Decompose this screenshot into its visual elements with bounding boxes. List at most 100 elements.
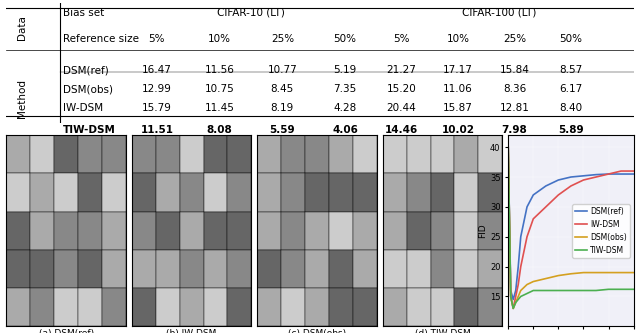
TIW-DSM — [523, 291, 531, 295]
Text: 4.28: 4.28 — [333, 104, 356, 114]
DSM(ref) — [630, 172, 637, 176]
Bar — [383, 173, 406, 212]
Text: 10.75: 10.75 — [205, 84, 234, 94]
IW-DSM — [529, 217, 537, 221]
Bar — [454, 250, 478, 288]
Text: TIW-DSM: TIW-DSM — [63, 125, 116, 135]
Bar — [353, 135, 377, 173]
DSM(ref) — [580, 174, 588, 178]
DSM(obs) — [517, 288, 525, 292]
DSM(obs) — [617, 271, 625, 275]
Bar — [204, 135, 227, 173]
Bar — [180, 173, 204, 212]
IW-DSM — [507, 294, 515, 298]
Bar — [454, 212, 478, 250]
DSM(obs) — [509, 306, 517, 310]
TIW-DSM — [630, 287, 637, 291]
Text: 7.98: 7.98 — [502, 125, 527, 135]
Text: IW-DSM: IW-DSM — [63, 104, 103, 114]
TIW-DSM — [542, 288, 550, 292]
Text: 8.19: 8.19 — [271, 104, 294, 114]
Y-axis label: FID: FID — [478, 223, 487, 238]
IW-DSM — [592, 175, 600, 179]
Bar — [6, 135, 30, 173]
X-axis label: (a) DSM(ref)
(16.47 / 0.16): (a) DSM(ref) (16.47 / 0.16) — [35, 329, 97, 333]
Text: 5%: 5% — [148, 34, 165, 44]
Bar — [431, 173, 454, 212]
DSM(obs) — [580, 271, 588, 275]
Bar — [180, 135, 204, 173]
Text: 50%: 50% — [333, 34, 356, 44]
Bar — [78, 135, 102, 173]
IW-DSM — [617, 169, 625, 173]
Bar — [257, 212, 281, 250]
Bar — [204, 250, 227, 288]
Bar — [180, 250, 204, 288]
Text: 5%: 5% — [394, 34, 410, 44]
Text: 10%: 10% — [208, 34, 231, 44]
DSM(obs) — [504, 145, 512, 149]
TIW-DSM — [512, 300, 520, 304]
Text: 8.57: 8.57 — [559, 65, 582, 75]
IW-DSM — [580, 178, 588, 182]
Bar — [257, 173, 281, 212]
IW-DSM — [509, 306, 517, 310]
Legend: DSM(ref), IW-DSM, DSM(obs), TIW-DSM: DSM(ref), IW-DSM, DSM(obs), TIW-DSM — [572, 204, 630, 257]
Bar — [54, 135, 78, 173]
Bar — [204, 212, 227, 250]
X-axis label: (b) IW-DSM
(15.79 / 0.18): (b) IW-DSM (15.79 / 0.18) — [161, 329, 223, 333]
Bar — [406, 288, 431, 326]
Text: 8.36: 8.36 — [503, 84, 526, 94]
Bar — [156, 212, 180, 250]
Bar — [102, 288, 126, 326]
DSM(ref) — [504, 145, 512, 149]
Line: DSM(obs): DSM(obs) — [508, 147, 634, 308]
Bar — [454, 288, 478, 326]
Text: 11.56: 11.56 — [205, 65, 235, 75]
Bar — [281, 250, 305, 288]
Bar — [454, 135, 478, 173]
Bar — [54, 250, 78, 288]
Text: 11.45: 11.45 — [205, 104, 235, 114]
Bar — [431, 212, 454, 250]
TIW-DSM — [509, 306, 517, 310]
Bar — [30, 212, 54, 250]
Bar — [227, 212, 252, 250]
Bar — [78, 250, 102, 288]
Text: 4.06: 4.06 — [332, 125, 358, 135]
IW-DSM — [542, 205, 550, 209]
Bar — [478, 212, 502, 250]
Bar — [132, 250, 156, 288]
DSM(obs) — [630, 271, 637, 275]
DSM(ref) — [512, 288, 520, 292]
Bar — [204, 288, 227, 326]
DSM(obs) — [605, 271, 612, 275]
Text: 14.46: 14.46 — [385, 125, 418, 135]
Bar — [329, 288, 353, 326]
Text: Reference size: Reference size — [63, 34, 139, 44]
Bar — [30, 173, 54, 212]
Text: 16.47: 16.47 — [142, 65, 172, 75]
Text: 8.40: 8.40 — [559, 104, 582, 114]
TIW-DSM — [504, 145, 512, 149]
Bar — [454, 173, 478, 212]
DSM(ref) — [592, 172, 600, 176]
Bar — [478, 288, 502, 326]
Bar — [281, 173, 305, 212]
Text: 10.02: 10.02 — [442, 125, 474, 135]
DSM(obs) — [515, 294, 522, 298]
IW-DSM — [517, 265, 525, 269]
TIW-DSM — [617, 287, 625, 291]
DSM(ref) — [554, 178, 562, 182]
Text: 15.20: 15.20 — [387, 84, 417, 94]
Bar — [281, 135, 305, 173]
Text: 5.59: 5.59 — [269, 125, 295, 135]
Text: 15.84: 15.84 — [499, 65, 529, 75]
DSM(ref) — [523, 205, 531, 209]
Bar — [227, 135, 252, 173]
Bar — [406, 173, 431, 212]
Bar — [257, 135, 281, 173]
Bar — [6, 288, 30, 326]
TIW-DSM — [517, 294, 525, 298]
Bar — [305, 173, 329, 212]
